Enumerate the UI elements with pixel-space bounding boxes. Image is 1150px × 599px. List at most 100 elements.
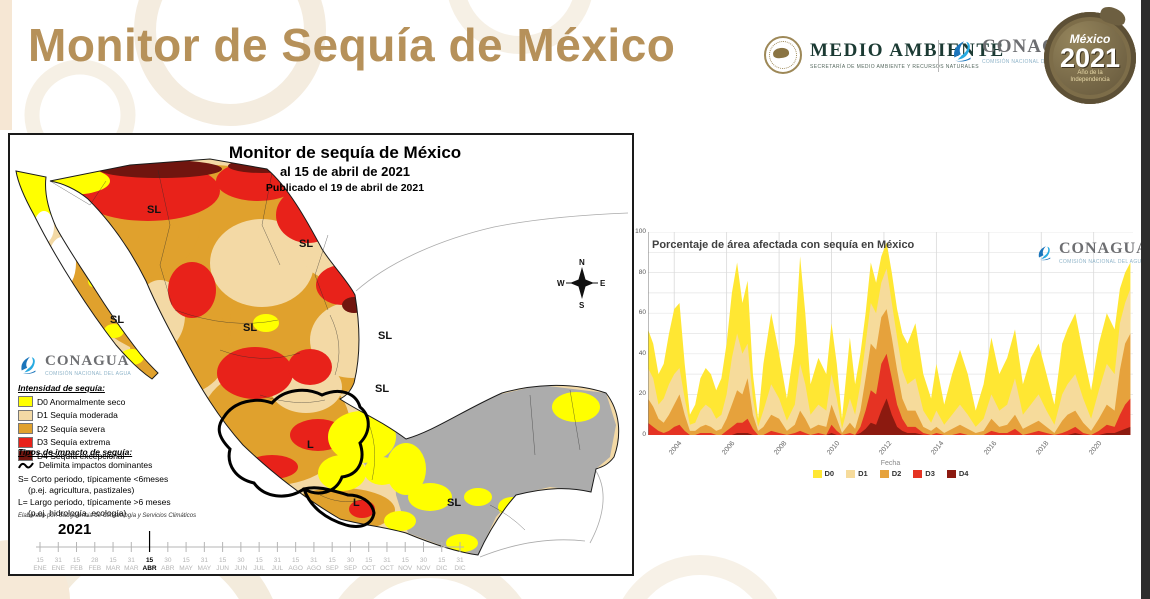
conagua-name: CONAGUA <box>1059 240 1149 257</box>
chart-legend-label: D3 <box>925 469 935 478</box>
timeline-month: JUN <box>216 565 229 572</box>
timeline-day: 15 <box>219 557 227 564</box>
area-series-D3 <box>648 353 1131 435</box>
chart-legend-item-D2: D2 <box>879 469 902 478</box>
timeline-month: NOV <box>398 565 413 572</box>
mexico-2021-year: 2021 <box>1059 43 1121 73</box>
D2-color-chip <box>18 423 33 434</box>
impact-long-term: L= Largo periodo, típicamente >6 meses <box>18 497 171 507</box>
impact-long-term-examples: (p.ej. hidrología, ecología) <box>28 508 127 518</box>
region-label-SL: SL <box>378 330 392 342</box>
svg-text:W: W <box>557 279 565 288</box>
area-series-D4 <box>648 398 1131 435</box>
conagua-water-icon <box>1038 245 1051 260</box>
region-label-SL: SL <box>447 497 461 509</box>
mexico-2021-mexico: México <box>1069 32 1111 46</box>
timeline-day: 15 <box>73 557 81 564</box>
region-label-SL: SL <box>299 238 313 250</box>
conagua-logo-map: CONAGUA COMISIÓN NACIONAL DEL AGUA <box>18 353 131 377</box>
timeline-day: 30 <box>164 557 172 564</box>
medio-ambiente-subtitle: SECRETARÍA DE MEDIO AMBIENTE Y RECURSOS … <box>810 64 979 70</box>
mainland-outline <box>49 158 620 556</box>
timeline-month: JUN <box>235 565 248 572</box>
D0-color-chip <box>18 396 33 407</box>
timeline-month: MAY <box>179 565 193 572</box>
chart-legend-label: D4 <box>958 469 969 478</box>
conagua-subtitle: COMISIÓN NACIONAL DEL AGUA <box>1059 259 1146 265</box>
legend-label: D3 Sequía extrema <box>37 437 111 447</box>
page-title: Monitor de Sequía de México <box>28 19 676 71</box>
timeline-month: DIC <box>436 565 448 572</box>
conagua-water-icon <box>954 40 971 62</box>
x-tick-2014: 2014 <box>930 440 946 457</box>
chart-legend: D0 D1 D2 D3 D4 <box>648 469 1133 478</box>
timeline-month: ENE <box>33 565 47 572</box>
svg-text:E: E <box>600 279 606 288</box>
intensity-legend-heading: Intensidad de sequía: <box>18 383 105 393</box>
timeline-month: DIC <box>454 565 466 572</box>
timeline-month: NOV <box>416 565 431 572</box>
D1-color-chip <box>18 409 33 421</box>
legend-item-D1: D1 Sequía moderada <box>18 409 193 421</box>
timeline-day: 15 <box>438 557 446 564</box>
x-tick-2008: 2008 <box>773 440 789 457</box>
medio-ambiente-seal-icon <box>764 36 802 74</box>
chart-plot-area <box>648 232 1133 435</box>
x-tick-2004: 2004 <box>668 440 684 457</box>
timeline-day: 15 <box>329 557 337 564</box>
timeline-day: 28 <box>91 557 99 564</box>
chart-legend-item-D4: D4 <box>946 469 969 478</box>
svg-text:S: S <box>579 301 585 310</box>
conagua-subtitle: COMISIÓN NACIONAL DEL AGUA <box>45 371 132 377</box>
timeline-month: OCT <box>362 565 376 572</box>
x-tick-2012: 2012 <box>877 440 894 457</box>
timeline-month: ABR <box>161 565 175 572</box>
mexico-2021-line1: Año de la <box>1077 70 1103 76</box>
y-tick-80: 80 <box>638 268 646 276</box>
timeline-day: 31 <box>310 557 318 564</box>
timeline-day: 31 <box>383 557 391 564</box>
timeline-month: MAR <box>106 565 121 572</box>
timeline-day: 15 <box>256 557 264 564</box>
D1-color-chip <box>846 469 856 478</box>
legend-item-D2: D2 Sequía severa <box>18 423 193 434</box>
timeline-month: JUL <box>272 565 284 572</box>
map-title: Monitor de sequía de México <box>228 143 462 162</box>
timeline-month: ABR <box>143 565 157 572</box>
drought-percentage-chart-panel: Porcentaje de área afectada con sequía e… <box>632 226 1148 490</box>
impact-contour-long <box>217 388 370 498</box>
mexico-2021-line2: Independencia <box>1070 77 1110 83</box>
timeline-day: 15 <box>292 557 300 564</box>
intensity-legend: Intensidad de sequía: D0 Anormalmente se… <box>18 383 193 464</box>
chart-x-axis-title: Fecha <box>880 460 901 467</box>
chart-legend-item-D0: D0 <box>812 469 834 478</box>
region-label-SL: SL <box>110 314 124 326</box>
timeline-month: ENE <box>52 565 66 572</box>
timeline-day: 15 <box>109 557 117 564</box>
timeline-day: 15 <box>402 557 410 564</box>
timeline-year: 2021 <box>58 521 92 538</box>
impact-legend: Tipos de impacto de sequía: Delimita imp… <box>18 447 208 518</box>
timeline-day: 31 <box>456 557 464 564</box>
D0-color-chip <box>812 469 822 478</box>
legend-label: D1 Sequía moderada <box>37 410 118 420</box>
state-boundaries <box>49 169 581 531</box>
y-tick-60: 60 <box>638 309 646 317</box>
x-tick-2006: 2006 <box>720 440 737 457</box>
map-date: al 15 de abril de 2021 <box>279 164 411 179</box>
y-tick-100: 100 <box>635 228 646 235</box>
conagua-subtitle: COMISIÓN NACIONAL DEL AGUA <box>982 59 1069 65</box>
x-tick-2018: 2018 <box>1035 440 1051 457</box>
region-label-L: L <box>353 497 360 509</box>
x-tick-2016: 2016 <box>982 440 999 457</box>
logo-divider <box>938 40 939 72</box>
timeline-day: 15 <box>365 557 373 564</box>
baja-outline <box>15 170 159 380</box>
timeline-month: OCT <box>380 565 394 572</box>
timeline-month: JUL <box>253 565 265 572</box>
legend-label: D0 Anormalmente seco <box>37 396 126 407</box>
chart-legend-label: D2 <box>891 469 902 478</box>
timeline-month: MAR <box>124 565 139 572</box>
